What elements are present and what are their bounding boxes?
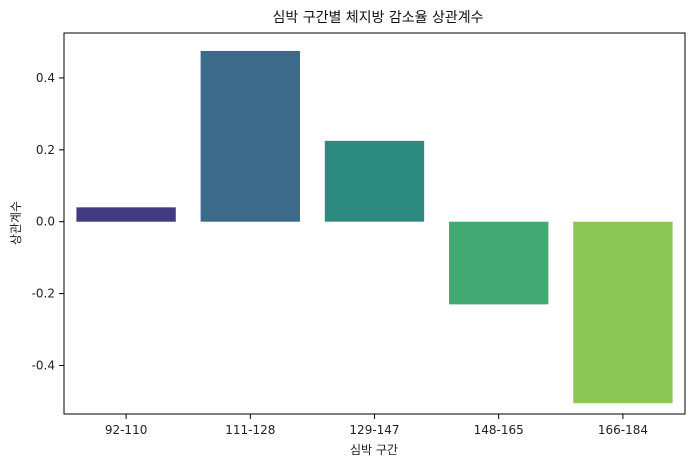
bar-148-165 (449, 221, 549, 305)
chart-title: 심박 구간별 체지방 감소율 상관계수 (273, 10, 484, 26)
y-tick-label: 0.4 (36, 71, 55, 85)
x-tick-label: 166-184 (598, 423, 648, 437)
bars-group (76, 50, 673, 404)
y-tick-label: 0.2 (36, 143, 55, 157)
y-tick-label: 0.0 (36, 215, 55, 229)
bar-129-147 (324, 140, 425, 222)
bar-92-110 (76, 207, 176, 222)
x-tick-label: 148-165 (474, 423, 524, 437)
x-tick-label: 129-147 (349, 423, 399, 437)
y-tick-label: -0.4 (32, 358, 55, 372)
y-axis: -0.4 -0.2 0.0 0.2 0.4 (32, 71, 64, 372)
x-tick-label: 111-128 (225, 423, 275, 437)
x-axis-label: 심박 구간 (350, 443, 398, 457)
bar-111-128 (200, 50, 300, 222)
bar-166-184 (573, 221, 673, 404)
y-tick-label: -0.2 (32, 287, 55, 301)
x-tick-label: 92-110 (105, 423, 148, 437)
y-axis-label: 상관계수 (9, 201, 23, 245)
x-axis: 92-110 111-128 129-147 148-165 166-184 (105, 414, 648, 437)
